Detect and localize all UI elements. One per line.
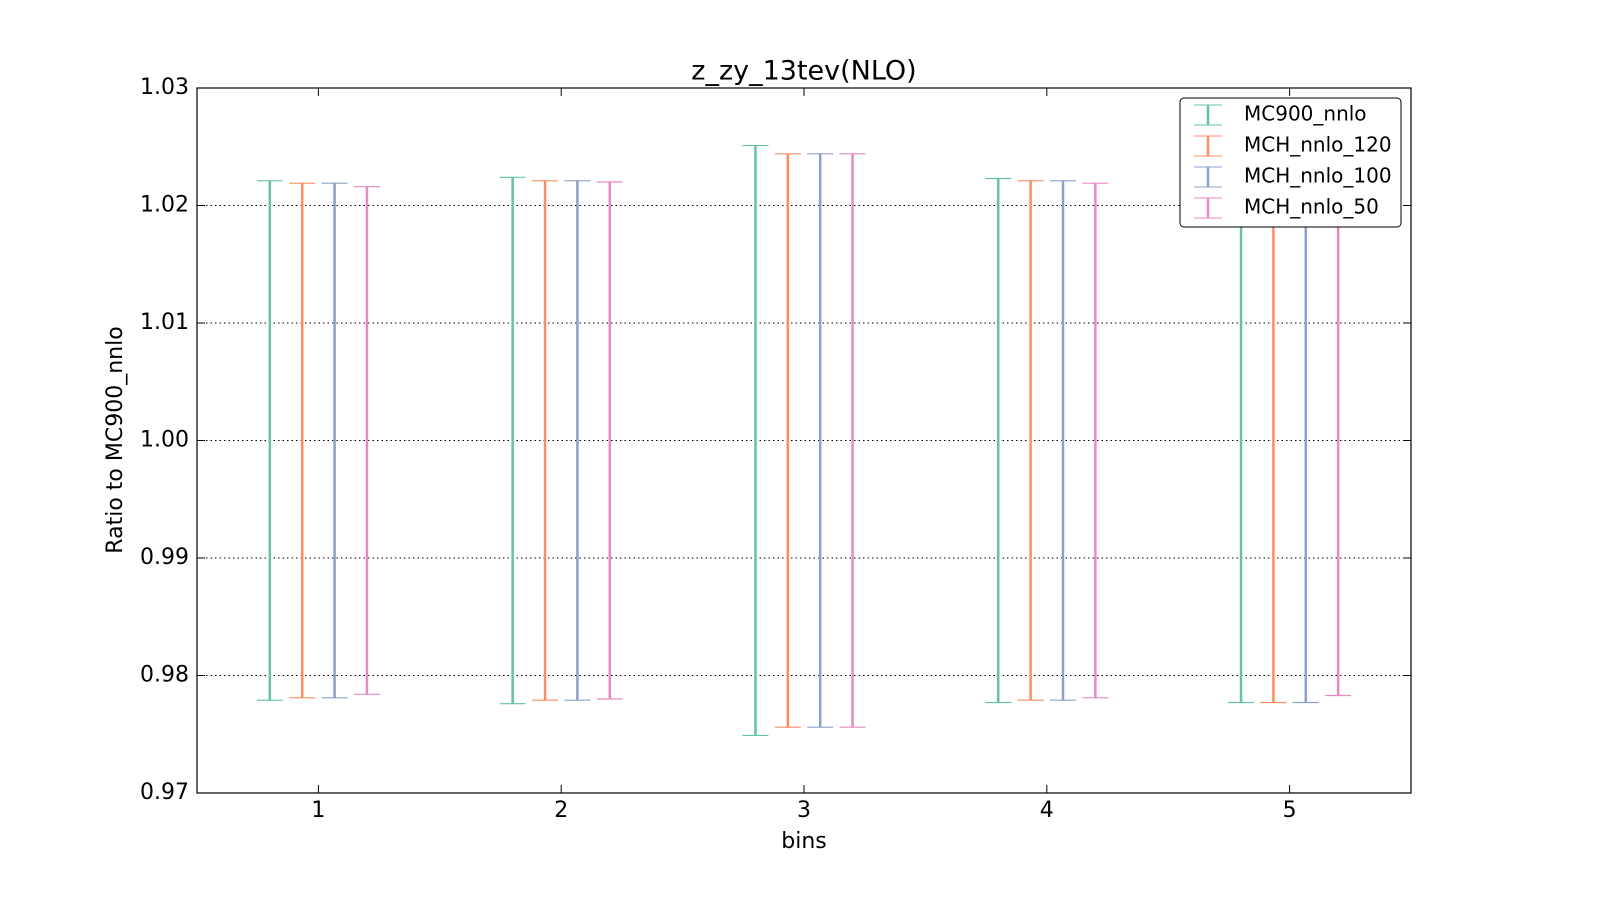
error-bar (321, 182, 348, 699)
legend-box (1179, 97, 1402, 228)
x-tick-label: 2 (554, 798, 568, 823)
x-axis-label: bins (781, 829, 826, 854)
error-bar (839, 153, 866, 728)
error-bar (532, 180, 559, 701)
error-bar (985, 177, 1012, 704)
error-bar (353, 186, 380, 695)
y-tick-label: 0.98 (140, 663, 189, 688)
legend: MC900_nnlo MCH_nnlo_120 MCH_nnlo_100 MCH_nn… (1179, 97, 1402, 228)
error-bar (1049, 180, 1076, 701)
x-tick-label: 4 (1040, 798, 1054, 823)
y-tick-label: 1.01 (140, 310, 189, 335)
legend-label: MCH_nnlo_120 (1244, 133, 1392, 157)
error-bar (256, 180, 283, 701)
error-bar (596, 181, 623, 700)
plot-frame (196, 87, 1412, 794)
error-bar (1082, 182, 1109, 699)
y-axis-label: Ratio to MC900_nnlo (103, 326, 128, 553)
legend-label: MC900_nnlo (1244, 102, 1367, 126)
y-tick-label: 1.02 (140, 193, 189, 218)
error-bar (289, 182, 316, 699)
x-tick-label: 5 (1283, 798, 1297, 823)
legend-label: MCH_nnlo_100 (1244, 164, 1392, 188)
error-bar (807, 153, 834, 728)
error-bar (1325, 184, 1352, 697)
error-bar (774, 153, 801, 728)
x-tick-label: 1 (311, 798, 325, 823)
error-bar (564, 180, 591, 701)
chart-title: z_zy_13tev(NLO) (691, 56, 916, 87)
y-tick-label: 1.03 (140, 75, 189, 100)
error-bar (499, 176, 526, 705)
error-bar (742, 144, 769, 737)
y-tick-label: 0.99 (140, 545, 189, 570)
error-bar (1292, 177, 1319, 704)
legend-label: MCH_nnlo_50 (1244, 195, 1379, 219)
y-tick-label: 0.97 (140, 780, 189, 805)
y-tick-label: 1.00 (140, 428, 189, 453)
error-bar (1017, 180, 1044, 701)
x-tick-label: 3 (797, 798, 811, 823)
